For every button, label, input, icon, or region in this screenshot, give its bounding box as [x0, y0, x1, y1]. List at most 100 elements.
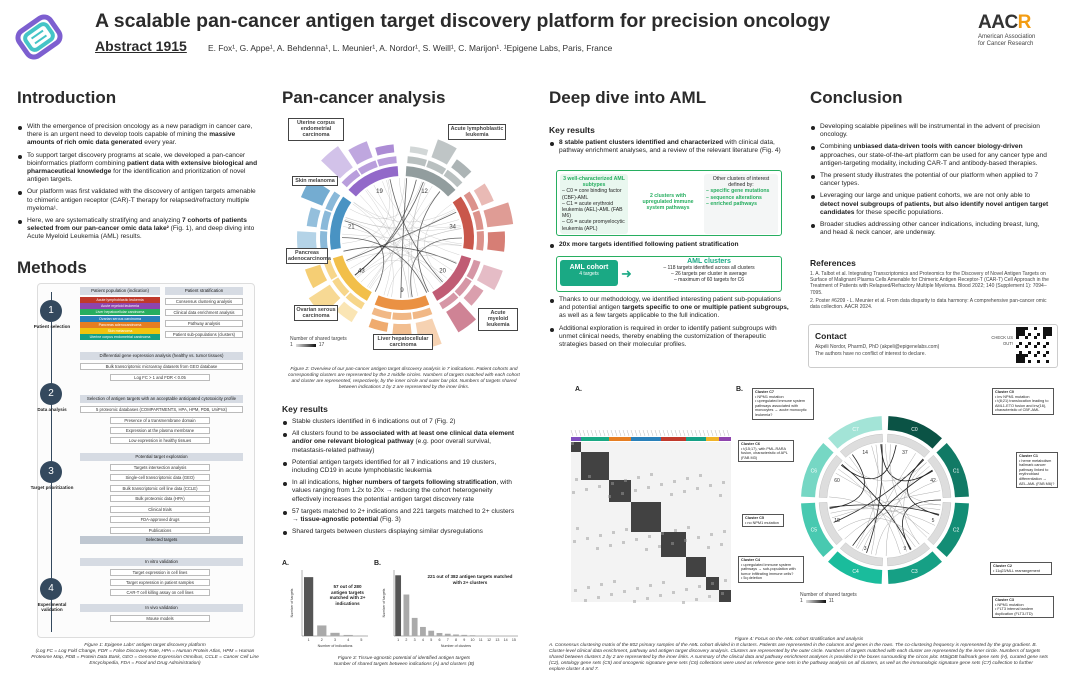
- heatmap-noise: [709, 484, 712, 487]
- heatmap-noise: [624, 479, 627, 482]
- x-tick-label: 12: [487, 638, 491, 642]
- pan-legend-title: Number of shared targets: [290, 336, 347, 342]
- aml-cluster-box-title: Cluster C0: [995, 390, 1014, 394]
- heatmap-noise: [600, 583, 603, 586]
- aml-cluster-box-title: Cluster C2: [993, 564, 1012, 568]
- aml-cluster-value: 37: [902, 450, 908, 456]
- heatmap-noise: [670, 493, 673, 496]
- qr-module: [1025, 336, 1028, 339]
- fig4a-label: A.: [575, 386, 582, 393]
- aml-cluster-box-title: Cluster C5: [745, 516, 764, 520]
- dendrogram-line: [606, 429, 610, 437]
- dendrogram-line: [654, 429, 658, 437]
- methods-step: Patient sub-populations (clusters): [165, 331, 243, 338]
- pan-target-bar: [451, 159, 472, 179]
- pan-cluster-arc: [463, 191, 479, 212]
- pan-kr-bullet-item: Stable clusters identified in 6 indicati…: [282, 418, 522, 426]
- x-tick-label: 14: [504, 638, 508, 642]
- methods-step: Log FC > 1 and FDR < 0.05: [110, 374, 210, 381]
- aml-kr1-text: with clinical data, pathway enrichment a…: [559, 139, 781, 155]
- qr-module: [1022, 360, 1025, 363]
- intro-bullet-item: Our platform was first validated with th…: [17, 188, 260, 213]
- methods-step: FDA-approved drugs: [110, 516, 210, 523]
- bar: [317, 625, 327, 636]
- aml-bullet-text-a: Thanks to our methodology, we identified…: [559, 296, 782, 312]
- intro-bullet-text-c: for the identification and prioritizatio…: [27, 168, 246, 184]
- conclusion-heading: Conclusion: [810, 88, 903, 107]
- dendrogram-line: [610, 429, 614, 437]
- fig3a-label: A.: [282, 560, 289, 567]
- intro-bullets: With the emergence of precision oncology…: [17, 123, 260, 246]
- qr-code-icon[interactable]: [1016, 327, 1052, 363]
- methods-step: Consensus clustering analysis: [165, 298, 243, 305]
- conclusion-bullet-text-c: for these specific populations.: [854, 208, 944, 216]
- methods-step: Clinical trials: [110, 505, 210, 513]
- pan-segment-value: 9: [400, 288, 404, 294]
- pan-target-bar: [431, 139, 457, 165]
- aml-shared-link: [861, 453, 916, 552]
- fig4-caption-title: Figure 4: Focus on the AML cohort strati…: [734, 637, 864, 642]
- heatmap-block: [609, 480, 631, 502]
- qr-module: [1046, 333, 1049, 336]
- pan-legend-max: 17: [318, 342, 325, 349]
- heatmap-cluster-bar: [706, 437, 719, 441]
- aml-cluster-box-line: • 5q deletion: [741, 576, 762, 581]
- qr-module: [1022, 330, 1025, 333]
- aml-shared-link: [855, 444, 879, 548]
- pan-shared-link: [408, 182, 426, 298]
- aml-shared-link: [852, 469, 933, 546]
- aacr-logo: AACR American Association for Cancer Res…: [978, 12, 1048, 48]
- x-tick-label: 4: [422, 638, 424, 642]
- aml-bullet-text-c: as well as a few targets applicable to t…: [559, 312, 720, 320]
- pan-target-bar: [375, 144, 395, 156]
- pan-shared-link: [345, 217, 461, 231]
- references-heading: References: [810, 258, 856, 268]
- aml-clusters-box: AML clusters – 118 targets identified ac…: [640, 258, 778, 283]
- methods-step-header: Patient population (indication): [80, 287, 160, 295]
- x-tick-label: 7: [447, 638, 449, 642]
- panel-list-item: – C6 = acute promyelocytic leukemia (APL…: [562, 219, 625, 232]
- reference-item: 1. A. Talbot et al. Integrating Transcri…: [810, 271, 1049, 296]
- methods-step: Bulk transcriptomic microarray datasets …: [80, 363, 243, 370]
- pan-cohort-arc: [330, 196, 352, 250]
- qr-module: [1016, 345, 1019, 348]
- fig3-caption-title: Figure 3: Tissue-agnostic potential of i…: [337, 656, 471, 661]
- heatmap-noise: [698, 585, 701, 588]
- contact-name: Akpéli Nordor, PharmD, PhD (akpeli@epige…: [815, 344, 940, 350]
- conclusion-bullet-item: Broader studies addressing other cancer …: [810, 221, 1050, 237]
- intro-bullet-item: With the emergence of precision oncology…: [17, 123, 260, 148]
- pan-kr-bullet-item: In all indications, higher numbers of ta…: [282, 479, 522, 504]
- aacr-line1: American Association: [978, 34, 1036, 40]
- aml-shared-link: [838, 518, 920, 545]
- heatmap-noise: [596, 547, 599, 550]
- dendrogram-line: [662, 429, 666, 437]
- dendrogram-line: [618, 429, 622, 437]
- intro-bullet-text-bold: patient data with extensive biological a…: [27, 159, 258, 176]
- contact-coi: The authors have no conflict of interest…: [815, 351, 926, 357]
- qr-module: [1037, 351, 1040, 354]
- y-axis-label: Number of targets: [290, 588, 294, 617]
- pan-shared-link: [354, 179, 417, 276]
- pan-shared-link: [368, 186, 433, 289]
- dendrogram-line: [650, 429, 654, 437]
- pan-kr-bullet-text-c: (e.g. poor overall survival, metastasis-…: [292, 438, 491, 454]
- aml-shared-link: [844, 461, 927, 482]
- pan-kr-bullet-item: 57 targets matched to 2+ indications and…: [282, 508, 522, 524]
- heatmap-noise: [674, 529, 677, 532]
- pan-cluster-arc: [439, 292, 459, 310]
- qr-module: [1019, 327, 1022, 330]
- aml-cluster-label: C4: [852, 569, 859, 575]
- pan-shared-link: [399, 178, 461, 228]
- aml-shared-link: [889, 444, 927, 538]
- pan-kr-bullet-text-a: Potential antigen targets identified for…: [292, 458, 497, 475]
- aml-cluster-box: Cluster C0 • inv NPM1 mutation • t(8;21) t…: [992, 388, 1054, 415]
- fig3a-note: 57 out of 280 antigen targets matched wi…: [329, 584, 366, 606]
- pan-kr-bullet-text-a: All clusters found to be: [292, 430, 361, 438]
- aml-cluster-value: 60: [834, 478, 840, 484]
- heatmap-noise: [719, 494, 722, 497]
- aml-shared-link: [849, 456, 876, 555]
- conclusion-bullet-text-a: The present study illustrates the potent…: [820, 172, 1039, 188]
- aacr-line2: for Cancer Research: [978, 41, 1034, 47]
- dendrogram-line: [626, 429, 630, 437]
- aml-cluster-label: C7: [852, 427, 859, 433]
